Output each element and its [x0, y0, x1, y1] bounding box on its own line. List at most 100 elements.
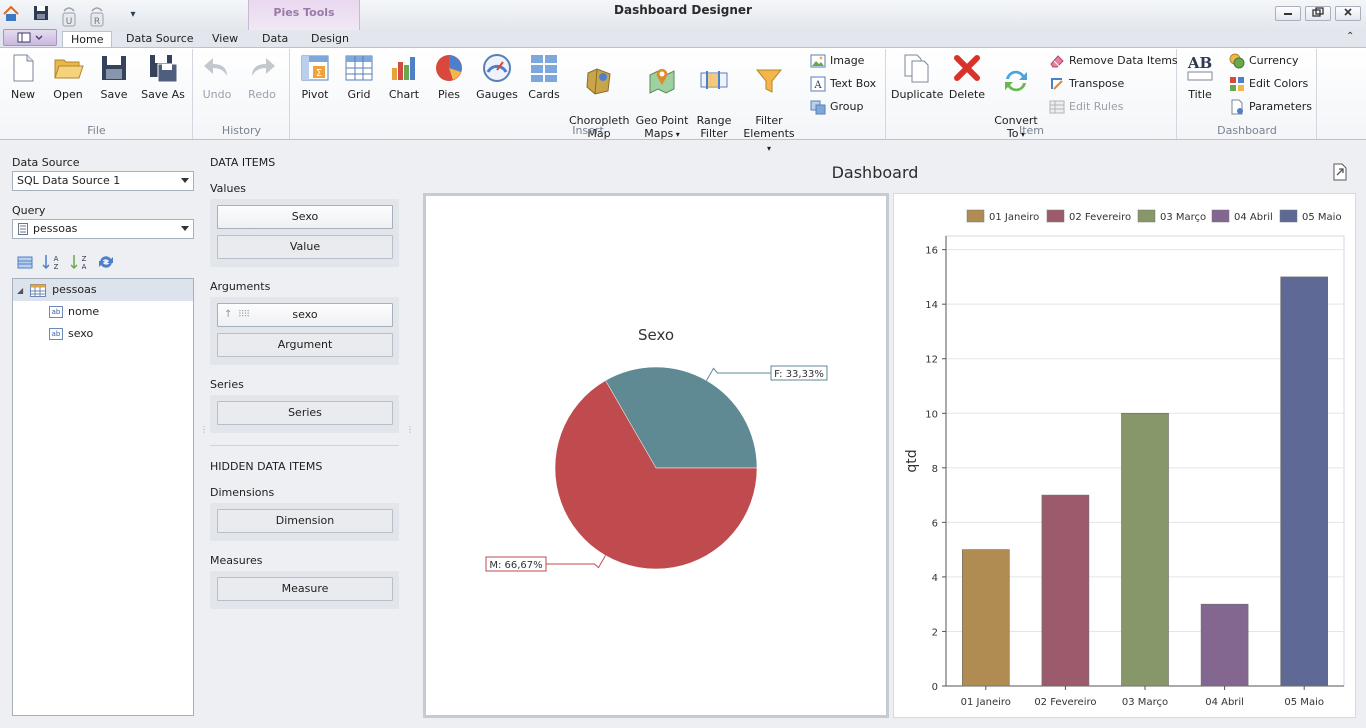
home-icon[interactable] — [0, 5, 22, 25]
tree-item-nome[interactable]: ab nome — [13, 301, 193, 323]
choropleth-map-label: Choropleth Map — [569, 114, 630, 140]
minimize-button[interactable] — [1275, 6, 1301, 21]
remove-data-items-button[interactable]: Remove Data Items — [1049, 52, 1178, 72]
ribbon — [0, 47, 1366, 140]
query-combo[interactable]: pessoas — [12, 219, 194, 239]
pie-dashboard-item[interactable]: Sexo F: 33,33% M: 66,67% — [423, 193, 889, 718]
edit-colors-button[interactable]: Edit Colors — [1229, 75, 1308, 95]
y-tick-label: 4 — [932, 573, 938, 584]
new-label: New — [11, 88, 35, 101]
application-menu-button[interactable] — [3, 29, 57, 46]
add-calculated-field-icon[interactable] — [16, 253, 36, 271]
image-button[interactable]: Image — [810, 52, 864, 72]
export-icon[interactable] — [1331, 163, 1349, 181]
undo-letter: U — [66, 17, 73, 27]
close-button[interactable] — [1335, 6, 1361, 21]
choropleth-map-button[interactable]: Choropleth Map — [569, 52, 629, 140]
ribbon-group-dashboard — [1177, 49, 1317, 139]
new-button[interactable]: New — [4, 52, 42, 101]
svg-text:A: A — [82, 263, 87, 271]
chevron-down-icon[interactable] — [181, 226, 189, 231]
refresh-icon[interactable] — [96, 253, 116, 271]
convert-to-button[interactable]: Convert To ▾ — [992, 52, 1040, 141]
ribbon-group-insert — [290, 49, 886, 139]
drag-handle-icon[interactable]: ⠿⠿ — [238, 310, 250, 320]
cards-button[interactable]: Cards — [525, 52, 563, 101]
save-icon[interactable] — [30, 5, 52, 25]
redo-icon[interactable]: R — [86, 5, 108, 27]
redo-button[interactable]: Redo — [242, 52, 282, 101]
text-box-button[interactable]: A Text Box — [810, 75, 876, 95]
title-button[interactable]: AB Title — [1181, 52, 1219, 101]
tree-root-pessoas[interactable]: ◢ pessoas — [13, 279, 193, 301]
currency-button[interactable]: Currency — [1229, 52, 1299, 72]
bar-5 — [1280, 276, 1329, 687]
undo-button[interactable]: Undo — [197, 52, 237, 101]
range-filter-button[interactable]: Range Filter — [694, 52, 734, 140]
chart-button[interactable]: Chart — [385, 52, 423, 101]
splitter-grip-right[interactable]: ⋮ — [406, 425, 414, 434]
splitter-grip-left[interactable]: ⋮ — [200, 425, 208, 434]
argument-item-sexo[interactable]: ↑ ⠿⠿ sexo — [217, 303, 393, 327]
group-button[interactable]: Group — [810, 98, 864, 118]
tab-view[interactable]: View — [212, 32, 239, 45]
filter-elements-button[interactable]: Filter Elements ▾ — [741, 52, 797, 155]
chevron-down-icon[interactable] — [181, 178, 189, 183]
tab-home[interactable]: Home — [62, 31, 113, 48]
tab-data-source[interactable]: Data Source — [126, 32, 194, 45]
bar-4 — [1200, 603, 1249, 687]
edit-rules-button[interactable]: Edit Rules — [1049, 98, 1123, 118]
grid-icon — [345, 55, 373, 81]
save-button[interactable]: Save — [94, 52, 134, 101]
undo-icon[interactable]: U — [58, 5, 80, 27]
chart-dashboard-item[interactable]: 01 Janeiro 02 Fevereiro 03 Março 04 Abril 05… — [893, 193, 1356, 718]
save-as-button[interactable]: Save As — [139, 52, 187, 101]
legend-swatch — [1211, 209, 1230, 223]
tab-design[interactable]: Design — [311, 32, 349, 45]
cards-label: Cards — [528, 88, 560, 101]
pie-chart: Sexo F: 33,33% M: 66,67% — [485, 326, 828, 572]
range-filter-icon — [700, 71, 728, 89]
insert-group-label: Insert — [572, 124, 604, 137]
rules-icon — [1049, 100, 1065, 114]
data-source-combo[interactable]: SQL Data Source 1 — [12, 171, 194, 191]
bar-2 — [1041, 494, 1090, 687]
grid-button[interactable]: Grid — [340, 52, 378, 101]
legend-label: 05 Maio — [1302, 212, 1342, 223]
pivot-button[interactable]: Σ Pivot — [296, 52, 334, 101]
tree-item-sexo[interactable]: ab sexo — [13, 323, 193, 345]
gauges-button[interactable]: Gauges — [475, 52, 519, 101]
delete-button[interactable]: Delete — [948, 52, 986, 101]
pies-button[interactable]: Pies — [430, 52, 468, 101]
x-tick-label: 04 Abril — [1205, 697, 1244, 708]
dashboard-title: Dashboard — [831, 163, 919, 182]
collapse-ribbon-icon[interactable]: ⌃ — [1346, 31, 1355, 42]
legend-swatch — [1137, 209, 1156, 223]
pie-leader-line — [546, 555, 606, 569]
tab-data[interactable]: Data — [262, 32, 289, 45]
sort-arrow-icon[interactable]: ↑ — [224, 309, 233, 320]
legend-label: 02 Fevereiro — [1069, 212, 1131, 223]
parameters-button[interactable]: Parameters — [1229, 98, 1312, 118]
open-button[interactable]: Open — [48, 52, 88, 101]
value-placeholder[interactable]: Value — [217, 235, 393, 259]
item-group-label: Item — [1018, 124, 1045, 137]
duplicate-button[interactable]: Duplicate — [891, 52, 943, 101]
dimension-placeholder[interactable]: Dimension — [217, 509, 393, 533]
measure-placeholder[interactable]: Measure — [217, 577, 393, 601]
restore-button[interactable] — [1305, 6, 1331, 21]
argument-placeholder[interactable]: Argument — [217, 333, 393, 357]
value-item-sexo[interactable]: Sexo — [217, 205, 393, 229]
geo-point-maps-button[interactable]: Geo Point Maps ▾ — [634, 52, 690, 141]
transpose-button[interactable]: Transpose — [1049, 75, 1124, 95]
divider — [210, 445, 399, 446]
ribbon-group-history — [193, 49, 290, 139]
redo-icon — [252, 58, 275, 76]
customize-icon[interactable]: ▾ — [130, 9, 136, 20]
collapse-icon[interactable]: ◢ — [17, 286, 24, 295]
series-placeholder[interactable]: Series — [217, 401, 393, 425]
dimensions-label: Dimensions — [210, 486, 275, 499]
title-icon-glyph: AB — [1187, 54, 1212, 72]
